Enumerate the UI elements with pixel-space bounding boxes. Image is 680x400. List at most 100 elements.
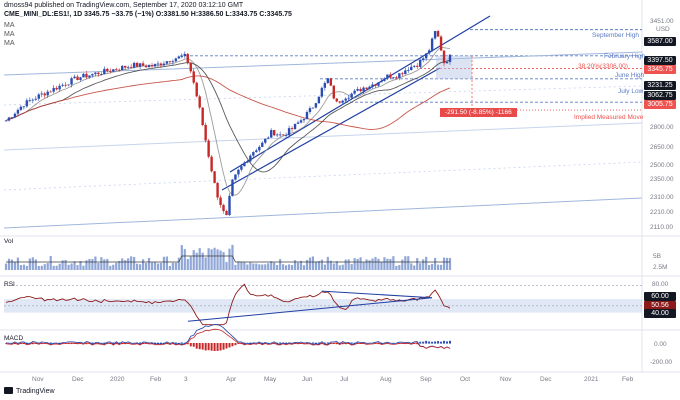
macd-hist-55	[168, 342, 171, 344]
volume-bar-115	[347, 259, 350, 270]
volume-bar-66	[201, 252, 204, 270]
candle-body-12	[40, 93, 43, 95]
candle-body-88	[267, 137, 270, 139]
candle-body-4	[16, 109, 20, 114]
ma-label-1[interactable]: MA	[4, 22, 15, 29]
candle-body-129	[389, 74, 392, 78]
candle-body-63	[192, 71, 195, 83]
candle-body-89	[270, 130, 273, 138]
volume-bar-126	[380, 262, 383, 270]
macd-hist-147	[443, 340, 446, 344]
x-axis-label: 2020	[110, 376, 125, 383]
macd-hist-44	[136, 343, 139, 344]
volume-bar-129	[389, 258, 392, 270]
macd-hist-88	[267, 342, 270, 344]
volume-bar-91	[276, 264, 279, 270]
volume-bar-57	[174, 262, 177, 270]
candle-body-126	[380, 80, 383, 83]
volume-bar-67	[204, 257, 207, 270]
candle-body-59	[180, 56, 184, 57]
candle-body-18	[58, 85, 61, 90]
candle-body-84	[255, 150, 258, 153]
volume-bar-137	[413, 265, 416, 270]
volume-bar-53	[162, 256, 166, 270]
macd-signal-line	[5, 328, 451, 349]
candle-body-119	[359, 88, 362, 92]
candle-body-29	[91, 74, 94, 76]
macd-hist-63	[192, 343, 195, 347]
volume-bar-37	[115, 262, 118, 270]
candle-body-104	[314, 103, 318, 108]
macd-hist-52	[159, 342, 162, 344]
volume-bar-144	[434, 258, 437, 270]
macd-line	[5, 324, 451, 349]
macd-hist-33	[103, 342, 106, 344]
volume-bar-60	[183, 249, 186, 270]
candle-body-123	[371, 84, 374, 87]
candle-body-95	[287, 128, 291, 136]
rsi-band	[4, 299, 642, 313]
ma-label-2[interactable]: MA	[4, 31, 15, 38]
macd-hist-18	[58, 342, 61, 344]
ma-label-3[interactable]: MA	[4, 40, 15, 47]
price-tag-implied-move: 3005.75	[644, 100, 676, 109]
fib-label: 38.20%(3306.00)	[578, 63, 628, 70]
volume-bar-109	[329, 260, 332, 270]
candle-body-17	[55, 87, 58, 90]
rsi-resistance-trendline	[321, 290, 433, 299]
candle-body-140	[421, 58, 425, 60]
macd-hist-7	[25, 342, 28, 344]
macd-hist-59	[180, 342, 183, 344]
volume-bar-75	[228, 248, 231, 270]
volume-bar-79	[240, 261, 243, 270]
volume-bar-51	[156, 263, 160, 270]
volume-bar-5	[19, 265, 22, 270]
volume-bar-38	[118, 260, 121, 270]
candle-body-10	[34, 98, 37, 100]
macd-hist-92	[279, 342, 282, 344]
candle-body-141	[424, 53, 428, 59]
candle-body-51	[156, 63, 160, 65]
candle-body-91	[275, 134, 279, 136]
macd-hist-54	[165, 343, 168, 345]
volume-bar-123	[371, 258, 374, 270]
volume-bar-77	[234, 264, 237, 270]
x-axis-label: 2021	[584, 376, 599, 383]
macd-hist-49	[151, 343, 154, 344]
macd-hist-9	[31, 343, 34, 345]
vol-panel-label: Vol	[4, 238, 14, 245]
candle-body-106	[320, 87, 324, 97]
volume-bar-113	[341, 264, 344, 270]
macd-hist-74	[225, 343, 228, 349]
macd-hist-29	[91, 342, 94, 344]
volume-bar-147	[442, 257, 446, 270]
candle-body-65	[198, 96, 201, 108]
volume-bar-125	[377, 258, 380, 270]
volume-bar-82	[249, 262, 252, 270]
candle-body-57	[174, 58, 178, 62]
candle-body-138	[416, 65, 419, 67]
tradingview-brand[interactable]: TradingView	[4, 387, 55, 395]
candle-body-131	[395, 77, 398, 79]
macd-hist-75	[228, 343, 231, 348]
volume-bar-23	[73, 261, 76, 270]
candle-body-14	[46, 91, 49, 96]
price-tick-2110: 2110.00	[650, 224, 674, 231]
candle-body-38	[118, 69, 121, 71]
candle-body-19	[61, 84, 64, 86]
candle-body-74	[225, 210, 228, 216]
macd-hist-146	[440, 341, 443, 344]
candle-body-39	[121, 65, 124, 71]
candle-body-121	[365, 87, 368, 89]
candle-body-66	[201, 107, 204, 125]
candle-body-70	[213, 171, 216, 183]
volume-bar-149	[448, 257, 452, 270]
volume-bar-22	[70, 263, 73, 270]
x-axis-label: 3	[184, 376, 188, 383]
candle-body-62	[189, 62, 192, 72]
macd-hist-77	[234, 343, 237, 346]
volume-bar-142	[428, 265, 431, 270]
price-tag-last: 3345.75	[644, 65, 676, 74]
macd-hist-143	[431, 341, 434, 344]
candle-body-86	[261, 142, 264, 147]
